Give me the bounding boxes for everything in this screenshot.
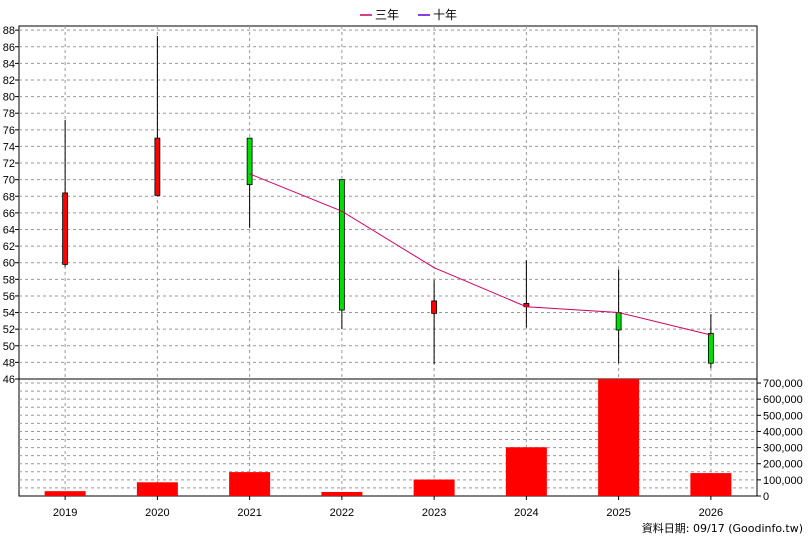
candle-body [154, 137, 161, 196]
volume-bar [229, 472, 271, 496]
x-tick-label: 2025 [606, 507, 630, 519]
volume-tick-label: 0 [763, 491, 769, 503]
x-tick-label: 2020 [145, 507, 169, 519]
volume-tick-label: 300,000 [763, 443, 803, 455]
volume-tick-label: 100,000 [763, 475, 803, 487]
price-tick-label: 62 [3, 241, 15, 253]
price-plot-frame [18, 25, 758, 380]
volume-bar [44, 491, 86, 496]
price-tick-label: 84 [3, 58, 15, 70]
x-tick-label: 2024 [514, 507, 538, 519]
x-tick-label: 2021 [237, 507, 261, 519]
price-tick-label: 76 [3, 125, 15, 137]
price-tick-label: 72 [3, 158, 15, 170]
volume-axis-ticks: 0 100,000 200,000 300,000 400,000 500,000 600,… [757, 378, 803, 503]
price-tick-label: 74 [3, 141, 15, 153]
price-tick-label: 52 [3, 324, 15, 336]
volume-panel: 0 100,000 200,000 300,000 400,000 500,000 600,… [18, 378, 803, 503]
price-tick-label: 48 [3, 357, 15, 369]
volume-tick-label: 200,000 [763, 459, 803, 471]
price-tick-label: 86 [3, 42, 15, 54]
candle-body [338, 179, 345, 311]
price-tick-label: 58 [3, 274, 15, 286]
legend-label: 三年 [375, 8, 399, 22]
chart-legend: 三年 十年 [360, 8, 457, 22]
price-tick-label: 60 [3, 258, 15, 270]
candle-body [62, 192, 69, 265]
price-tick-label: 50 [3, 341, 15, 353]
volume-plot-frame [18, 378, 758, 497]
volume-tick-label: 400,000 [763, 426, 803, 438]
candle-body [431, 300, 438, 314]
candle-body [246, 137, 253, 186]
price-tick-label: 68 [3, 191, 15, 203]
price-tick-label: 46 [3, 374, 15, 386]
x-tick-label: 2019 [53, 507, 77, 519]
x-axis-ticks: 2019 2020 2021 2022 2023 2024 2025 2026 [53, 496, 723, 519]
volume-bar [321, 491, 363, 496]
volume-bar [598, 379, 640, 496]
x-tick-label: 2026 [699, 507, 723, 519]
legend-label: 十年 [433, 8, 457, 22]
price-tick-label: 56 [3, 291, 15, 303]
candle-body [615, 312, 622, 331]
volume-tick-label: 500,000 [763, 410, 803, 422]
volume-tick-label: 700,000 [763, 378, 803, 390]
price-tick-label: 54 [3, 308, 15, 320]
price-tick-label: 88 [3, 25, 15, 37]
price-tick-label: 70 [3, 175, 15, 187]
moving-average-lines [249, 173, 711, 336]
x-tick-label: 2023 [422, 507, 446, 519]
volume-bar [136, 482, 178, 496]
price-panel: 46 48 50 52 54 56 58 60 62 64 66 68 70 72 74 76 78 80 82 84… [3, 25, 758, 386]
price-tick-label: 64 [3, 224, 15, 236]
price-tick-label: 80 [3, 92, 15, 104]
x-tick-label: 2022 [330, 507, 354, 519]
data-date-credit: 資料日期: 09/17 (Goodinfo.tw) [642, 521, 803, 535]
volume-tick-label: 600,000 [763, 394, 803, 406]
price-tick-label: 66 [3, 208, 15, 220]
volume-bar [690, 473, 732, 496]
series-line [249, 173, 711, 336]
volume-bar [505, 447, 547, 496]
price-axis-ticks: 46 48 50 52 54 56 58 60 62 64 66 68 70 72 74 76 78 80 82 84… [3, 25, 19, 386]
volume-bar [413, 479, 455, 496]
candles [62, 35, 714, 369]
price-tick-label: 78 [3, 108, 15, 120]
price-tick-label: 82 [3, 75, 15, 87]
candle-body [707, 332, 714, 364]
volume-bars [44, 379, 732, 496]
